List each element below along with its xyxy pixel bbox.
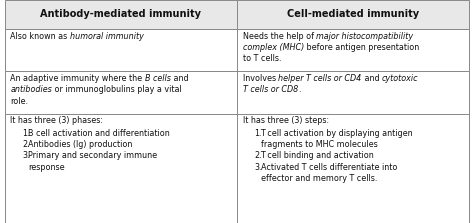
Bar (237, 71, 469, 114)
Text: role.: role. (10, 97, 28, 105)
Text: 2.: 2. (22, 140, 30, 149)
Text: antibodies: antibodies (10, 85, 52, 94)
Text: Needs the help of: Needs the help of (243, 32, 316, 41)
Bar (5, 114, 237, 223)
Text: helper T cells or CD4: helper T cells or CD4 (278, 74, 362, 83)
Text: Involves: Involves (243, 74, 278, 83)
Text: 1.: 1. (255, 129, 262, 138)
Text: 1.: 1. (22, 129, 30, 138)
Text: to T cells.: to T cells. (243, 54, 281, 63)
Text: It has three (3) phases:: It has three (3) phases: (10, 116, 103, 125)
Text: and: and (171, 74, 189, 83)
Text: It has three (3) steps:: It has three (3) steps: (243, 116, 329, 125)
Text: B cell activation and differentiation: B cell activation and differentiation (28, 129, 170, 138)
Text: Antibody-mediated immunity: Antibody-mediated immunity (40, 10, 201, 19)
Bar (237, 0, 469, 29)
Text: Also known as: Also known as (10, 32, 70, 41)
Text: cytotoxic: cytotoxic (382, 74, 418, 83)
Text: 2.: 2. (255, 151, 262, 160)
Text: major histocompatibility: major histocompatibility (316, 32, 413, 41)
Text: .: . (298, 85, 301, 94)
Bar (237, 114, 469, 223)
Text: T cells or CD8: T cells or CD8 (243, 85, 298, 94)
Bar (5, 0, 237, 29)
Text: 3.: 3. (255, 163, 262, 171)
Text: or immunoglobulins play a vital: or immunoglobulins play a vital (52, 85, 182, 94)
Text: complex (MHC): complex (MHC) (243, 43, 304, 52)
Text: response: response (28, 163, 65, 171)
Text: Cell-mediated immunity: Cell-mediated immunity (287, 10, 419, 19)
Bar (5, 29, 237, 71)
Text: An adaptive immunity where the: An adaptive immunity where the (10, 74, 145, 83)
Text: Antibodies (Ig) production: Antibodies (Ig) production (28, 140, 133, 149)
Text: T cell activation by displaying antigen: T cell activation by displaying antigen (261, 129, 413, 138)
Text: Primary and secondary immune: Primary and secondary immune (28, 151, 157, 160)
Text: T cell binding and activation: T cell binding and activation (261, 151, 374, 160)
Text: fragments to MHC molecules: fragments to MHC molecules (261, 140, 377, 149)
Bar (5, 71, 237, 114)
Text: before antigen presentation: before antigen presentation (304, 43, 419, 52)
Text: 3.: 3. (22, 151, 30, 160)
Text: Activated T cells differentiate into: Activated T cells differentiate into (261, 163, 397, 171)
Text: B cells: B cells (145, 74, 171, 83)
Bar (237, 29, 469, 71)
Text: humoral immunity: humoral immunity (70, 32, 144, 41)
Text: effector and memory T cells.: effector and memory T cells. (261, 174, 377, 183)
Text: and: and (362, 74, 382, 83)
